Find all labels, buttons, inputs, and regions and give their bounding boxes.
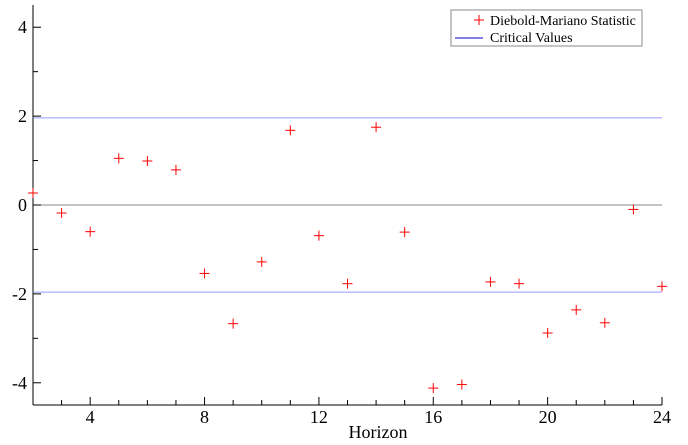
data-point <box>256 256 267 267</box>
data-point <box>456 379 467 390</box>
y-tick-label: 2 <box>18 106 27 126</box>
x-tick-label: 4 <box>86 407 95 427</box>
data-point <box>428 383 439 394</box>
data-point <box>342 278 353 289</box>
data-point <box>285 125 296 136</box>
data-point <box>85 226 96 237</box>
data-point <box>514 278 525 289</box>
data-point <box>313 230 324 241</box>
x-tick-label: 24 <box>653 407 671 427</box>
legend-box <box>450 9 643 47</box>
data-point <box>628 204 639 215</box>
dm-statistic-points <box>28 122 667 394</box>
legend: Diebold-Mariano Statistic Critical Value… <box>450 9 643 47</box>
y-axis-ticks: -4 -2 0 2 4 <box>12 17 41 393</box>
data-point <box>571 304 582 315</box>
x-axis-ticks: 4 8 12 16 20 24 <box>32 397 671 427</box>
data-point <box>371 122 382 133</box>
y-tick-label: -2 <box>12 284 27 304</box>
data-point <box>228 318 239 329</box>
data-point <box>113 153 124 164</box>
data-point <box>657 281 667 292</box>
y-tick-label: 4 <box>18 17 27 37</box>
data-point <box>485 276 496 287</box>
data-point <box>28 188 38 198</box>
reference-lines <box>33 117 662 293</box>
x-tick-label: 8 <box>200 407 209 427</box>
data-point <box>56 208 67 218</box>
data-point <box>542 328 553 338</box>
data-point <box>399 227 410 238</box>
legend-marker-dm <box>474 15 484 25</box>
x-axis-label: Horizon <box>349 422 408 442</box>
x-tick-label: 16 <box>424 407 442 427</box>
x-tick-label: 12 <box>310 407 328 427</box>
data-point <box>170 164 181 175</box>
y-tick-label: 0 <box>18 195 27 215</box>
y-tick-label: -4 <box>12 373 27 393</box>
x-tick-label: 20 <box>539 407 557 427</box>
data-point <box>142 156 153 166</box>
data-point <box>599 317 610 328</box>
data-point <box>199 268 210 279</box>
legend-label-dm: Diebold-Mariano Statistic <box>490 14 636 29</box>
legend-label-critical: Critical Values <box>490 31 573 46</box>
